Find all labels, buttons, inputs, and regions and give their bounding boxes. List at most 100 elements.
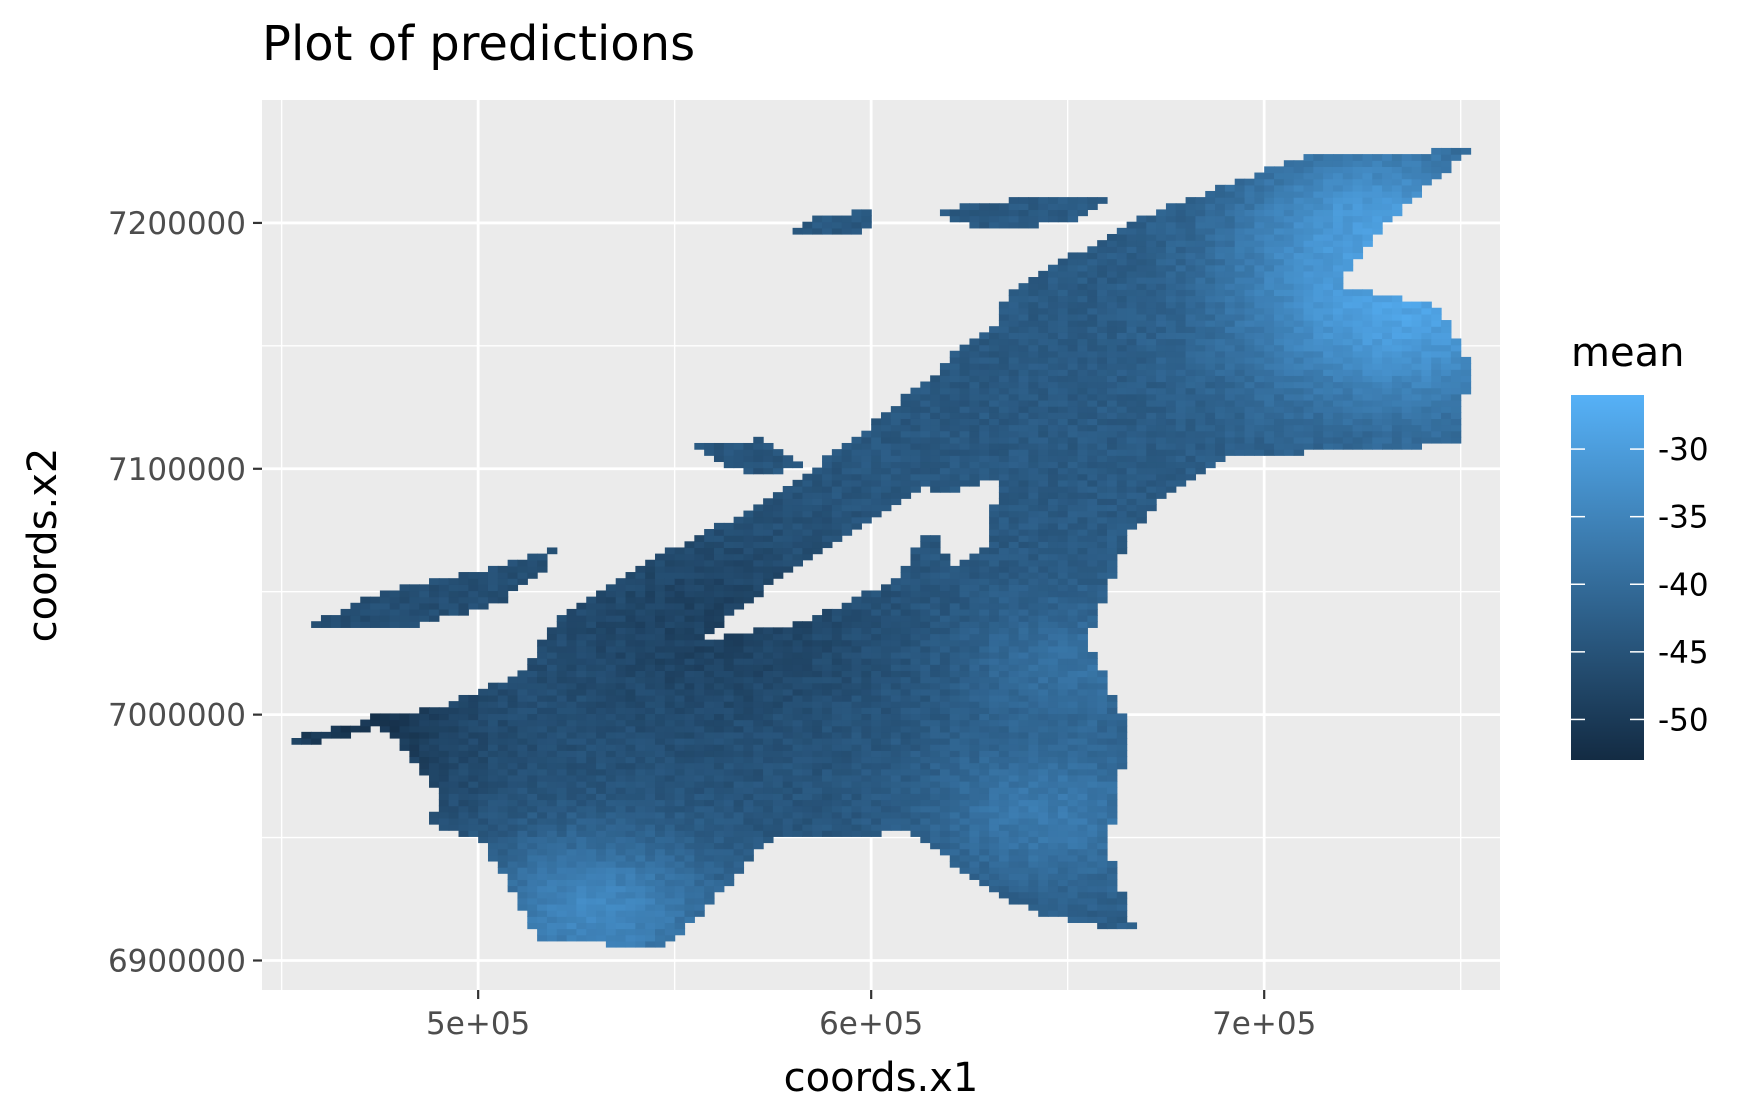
heatmap-cell	[999, 566, 1009, 573]
heatmap-cell	[390, 609, 400, 616]
heatmap-cell	[822, 812, 832, 819]
heatmap-cell	[812, 689, 822, 696]
heatmap-cell	[979, 468, 989, 475]
heatmap-cell	[645, 695, 655, 702]
heatmap-cell	[645, 781, 655, 788]
heatmap-cell	[576, 701, 586, 708]
heatmap-cell	[940, 627, 950, 634]
heatmap-cell	[429, 744, 439, 751]
heatmap-cell	[773, 830, 783, 837]
heatmap-cell	[567, 873, 577, 880]
heatmap-cell	[1107, 818, 1117, 825]
heatmap-cell	[1058, 855, 1068, 862]
heatmap-cell	[616, 879, 626, 886]
heatmap-cell	[567, 818, 577, 825]
heatmap-cell	[1038, 634, 1048, 641]
heatmap-cell	[1078, 314, 1088, 321]
heatmap-cell	[1038, 830, 1048, 837]
heatmap-cell	[429, 763, 439, 770]
heatmap-cell	[586, 658, 596, 665]
heatmap-cell	[498, 836, 508, 843]
heatmap-cell	[714, 787, 724, 794]
heatmap-cell	[596, 812, 606, 819]
heatmap-cell	[960, 812, 970, 819]
heatmap-cell	[1166, 265, 1176, 272]
heatmap-cell	[1019, 412, 1029, 419]
heatmap-cell	[891, 461, 901, 468]
heatmap-cell	[1028, 197, 1038, 204]
heatmap-cell	[989, 744, 999, 751]
heatmap-cell	[1019, 468, 1029, 475]
heatmap-cell	[989, 461, 999, 468]
heatmap-cell	[606, 793, 616, 800]
heatmap-cell	[586, 646, 596, 653]
heatmap-cell	[1009, 455, 1019, 462]
heatmap-cell	[1127, 443, 1137, 450]
heatmap-cell	[684, 726, 694, 733]
heatmap-cell	[950, 781, 960, 788]
heatmap-cell	[1078, 400, 1088, 407]
heatmap-cell	[1058, 695, 1068, 702]
heatmap-cell	[773, 517, 783, 524]
heatmap-cell	[1078, 474, 1088, 481]
heatmap-cell	[586, 855, 596, 862]
heatmap-cell	[606, 818, 616, 825]
heatmap-cell	[763, 504, 773, 511]
heatmap-cell	[1058, 634, 1068, 641]
heatmap-cell	[537, 830, 547, 837]
heatmap-cell	[812, 646, 822, 653]
heatmap-cell	[567, 756, 577, 763]
heatmap-cell	[852, 726, 862, 733]
heatmap-cell	[1028, 603, 1038, 610]
heatmap-cell	[527, 566, 537, 573]
heatmap-cell	[665, 738, 675, 745]
heatmap-cell	[1009, 345, 1019, 352]
heatmap-cell	[1048, 627, 1058, 634]
heatmap-cell	[576, 695, 586, 702]
heatmap-cell	[950, 713, 960, 720]
heatmap-cell	[901, 775, 911, 782]
heatmap-cell	[596, 726, 606, 733]
heatmap-cell	[675, 879, 685, 886]
heatmap-cell	[1176, 283, 1186, 290]
heatmap-cell	[1038, 320, 1048, 327]
heatmap-cell	[979, 640, 989, 647]
heatmap-cell	[1038, 203, 1048, 210]
heatmap-cell	[645, 658, 655, 665]
heatmap-cell	[557, 732, 567, 739]
heatmap-cell	[940, 836, 950, 843]
heatmap-cell	[920, 806, 930, 813]
heatmap-cell	[547, 935, 557, 942]
heatmap-cell	[901, 756, 911, 763]
heatmap-cell	[527, 560, 537, 567]
heatmap-cell	[586, 615, 596, 622]
heatmap-cell	[832, 701, 842, 708]
heatmap-cell	[920, 640, 930, 647]
heatmap-cell	[1107, 246, 1117, 253]
heatmap-cell	[694, 824, 704, 831]
heatmap-cell	[459, 750, 469, 757]
heatmap-cell	[626, 658, 636, 665]
heatmap-cell	[871, 726, 881, 733]
heatmap-cell	[704, 855, 714, 862]
heatmap-cell	[1107, 566, 1117, 573]
heatmap-cell	[1009, 554, 1019, 561]
heatmap-cell	[576, 922, 586, 929]
heatmap-cell	[1107, 437, 1117, 444]
heatmap-cell	[1107, 338, 1117, 345]
heatmap-cell	[1146, 486, 1156, 493]
heatmap-cell	[1166, 259, 1176, 266]
heatmap-cell	[1048, 806, 1058, 813]
heatmap-cell	[1038, 806, 1048, 813]
heatmap-cell	[881, 775, 891, 782]
heatmap-cell	[1048, 910, 1058, 917]
heatmap-cell	[1107, 695, 1117, 702]
heatmap-cell	[724, 726, 734, 733]
heatmap-cell	[626, 646, 636, 653]
heatmap-cell	[1009, 302, 1019, 309]
heatmap-cell	[1107, 750, 1117, 757]
heatmap-cell	[626, 720, 636, 727]
heatmap-cell	[989, 338, 999, 345]
heatmap-cell	[753, 842, 763, 849]
heatmap-cell	[1107, 799, 1117, 806]
